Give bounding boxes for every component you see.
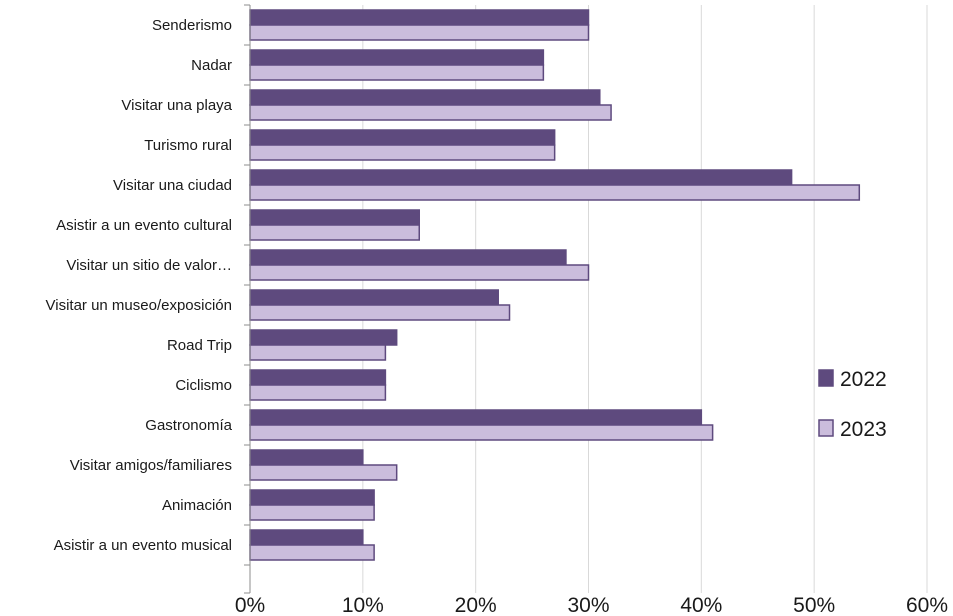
bar-2023 (249, 304, 511, 321)
bars (249, 9, 861, 561)
x-tick-labels: 0% 10% 20% 30% 40% 50% 60% (235, 594, 948, 616)
bar-2023 (249, 104, 612, 121)
bar-2022 (249, 9, 590, 26)
bar-2023 (249, 344, 387, 361)
bar-2023 (249, 264, 590, 281)
legend-swatch (818, 419, 834, 437)
x-tick-label: 50% (793, 594, 835, 616)
x-tick-label: 20% (455, 594, 497, 616)
bar-2022 (249, 409, 703, 426)
legend: 2022 2023 (818, 368, 887, 441)
bar-2022 (249, 49, 545, 66)
x-tick-label: 30% (567, 594, 609, 616)
bar-2022 (249, 169, 793, 186)
bar-2023 (249, 24, 590, 41)
bar-2022 (249, 529, 364, 546)
bar-2022 (249, 489, 375, 506)
bar-2023 (249, 224, 420, 241)
category-label: Nadar (191, 57, 232, 74)
legend-swatch (818, 369, 834, 387)
category-label: Asistir a un evento cultural (56, 217, 232, 234)
bar-2023 (249, 64, 545, 81)
bar-2022 (249, 289, 499, 306)
x-tick-label: 0% (235, 594, 265, 616)
bar-2023 (249, 144, 556, 161)
category-label: Animación (162, 497, 232, 514)
bar-2022 (249, 449, 364, 466)
legend-label: 2022 (840, 368, 887, 391)
bar-2023 (249, 384, 387, 401)
category-label: Ciclismo (175, 377, 232, 394)
bar-2022 (249, 89, 601, 106)
y-axis (244, 4, 251, 594)
bar-2022 (249, 209, 420, 226)
category-label: Visitar una playa (121, 97, 232, 114)
bar-2022 (249, 249, 567, 266)
bar-2023 (249, 184, 861, 201)
x-tick-label: 40% (680, 594, 722, 616)
category-label: Visitar amigos/familiares (70, 457, 232, 474)
category-label: Road Trip (167, 337, 232, 354)
legend-label: 2023 (840, 418, 887, 441)
bar-2023 (249, 544, 375, 561)
category-label: Visitar un sitio de valor… (66, 257, 232, 274)
bar-2022 (249, 369, 387, 386)
category-labels: Senderismo Nadar Visitar una playa Turismo … (46, 17, 233, 554)
x-tick-label: 10% (342, 594, 384, 616)
category-label: Gastronomía (145, 417, 232, 434)
category-label: Asistir a un evento musical (54, 537, 232, 554)
bar-2022 (249, 329, 398, 346)
bar-2023 (249, 464, 398, 481)
x-tick-label: 60% (906, 594, 948, 616)
category-label: Visitar una ciudad (113, 177, 232, 194)
category-label: Visitar un museo/exposición (46, 297, 233, 314)
bar-2022 (249, 129, 556, 146)
category-label: Senderismo (152, 17, 232, 34)
category-label: Turismo rural (144, 137, 232, 154)
bar-2023 (249, 504, 375, 521)
bar-2023 (249, 424, 714, 441)
